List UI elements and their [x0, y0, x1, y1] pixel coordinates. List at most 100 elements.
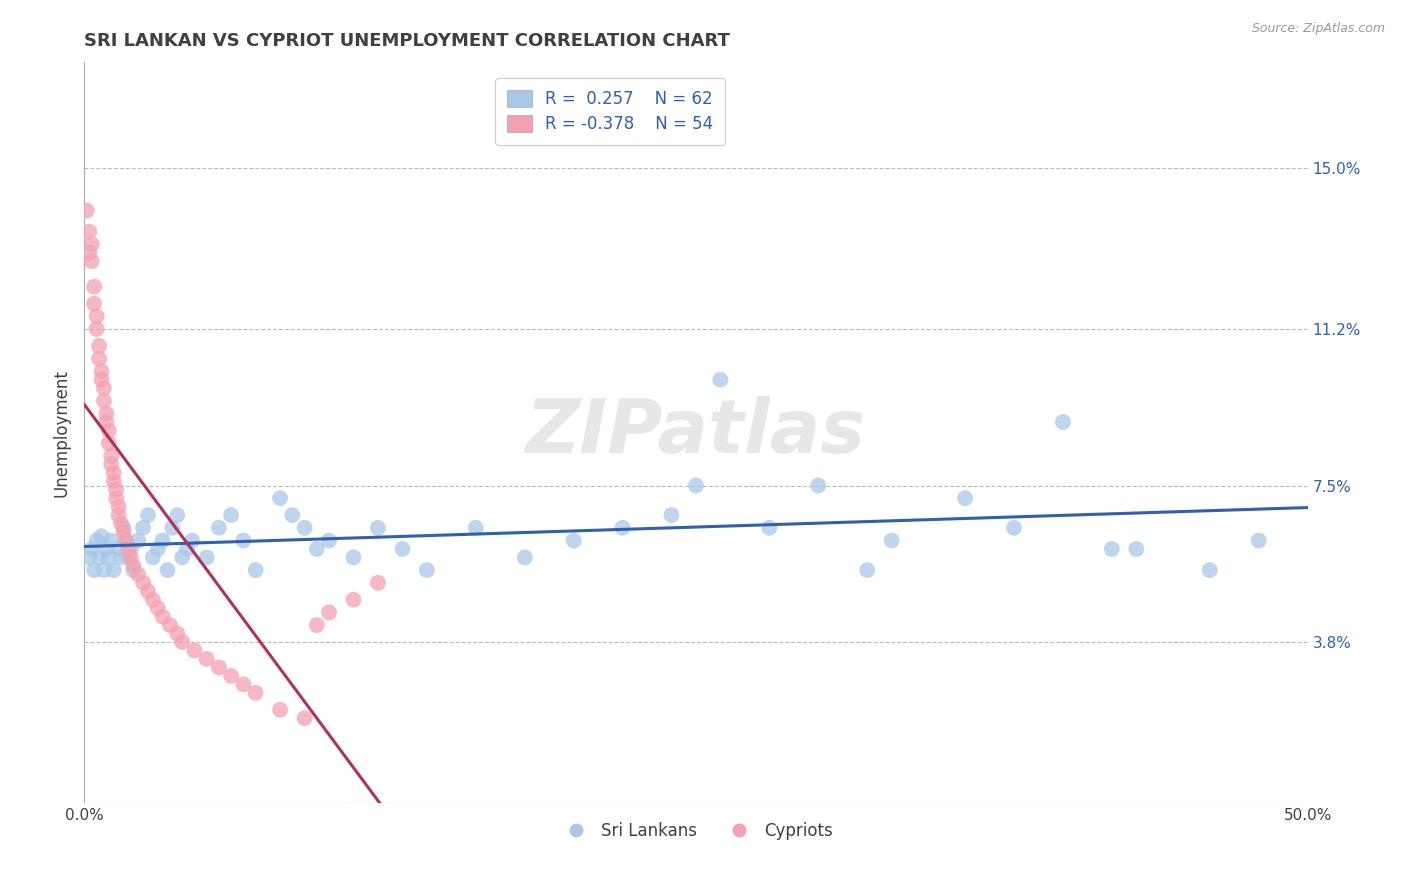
Point — [80, 541, 103, 556]
Point — [208, 521, 231, 535]
Point — [318, 533, 340, 548]
Text: SRI LANKAN VS CYPRIOT UNEMPLOYMENT CORRELATION CHART: SRI LANKAN VS CYPRIOT UNEMPLOYMENT CORRE… — [84, 32, 730, 50]
Point — [80, 254, 103, 268]
Point — [232, 533, 254, 548]
Point — [83, 563, 105, 577]
Point — [391, 541, 413, 556]
Point — [183, 643, 205, 657]
Point — [562, 533, 585, 548]
Point — [136, 508, 159, 522]
Text: ZIPatlas: ZIPatlas — [526, 396, 866, 469]
Point — [245, 563, 267, 577]
Point — [1247, 533, 1270, 548]
Point — [87, 339, 110, 353]
Point — [1101, 541, 1123, 556]
Point — [136, 584, 159, 599]
Point — [856, 563, 879, 577]
Point — [97, 550, 120, 565]
Point — [172, 635, 194, 649]
Legend: Sri Lankans, Cypriots: Sri Lankans, Cypriots — [553, 815, 839, 847]
Point — [195, 550, 218, 565]
Point — [117, 550, 139, 565]
Point — [122, 563, 145, 577]
Point — [195, 652, 218, 666]
Point — [100, 458, 122, 472]
Point — [1125, 541, 1147, 556]
Point — [87, 351, 110, 366]
Point — [105, 483, 128, 497]
Point — [166, 508, 188, 522]
Point — [110, 516, 132, 531]
Point — [100, 533, 122, 548]
Point — [83, 296, 105, 310]
Point — [1052, 415, 1074, 429]
Point — [612, 521, 634, 535]
Point — [77, 245, 100, 260]
Point — [245, 686, 267, 700]
Point — [96, 415, 118, 429]
Point — [90, 364, 112, 378]
Point — [152, 533, 174, 548]
Point — [90, 373, 112, 387]
Point — [661, 508, 683, 522]
Point — [367, 575, 389, 590]
Point — [269, 491, 291, 506]
Point — [115, 533, 138, 548]
Point — [76, 203, 98, 218]
Point — [142, 592, 165, 607]
Point — [112, 524, 135, 539]
Point — [146, 541, 169, 556]
Point — [97, 436, 120, 450]
Point — [464, 521, 486, 535]
Point — [120, 541, 142, 556]
Point — [127, 567, 149, 582]
Point — [77, 550, 100, 565]
Point — [269, 703, 291, 717]
Point — [166, 626, 188, 640]
Point — [294, 711, 316, 725]
Point — [152, 609, 174, 624]
Point — [219, 508, 242, 522]
Point — [122, 558, 145, 573]
Point — [305, 618, 328, 632]
Point — [93, 563, 115, 577]
Point — [342, 592, 364, 607]
Point — [367, 521, 389, 535]
Point — [86, 310, 108, 324]
Point — [305, 541, 328, 556]
Point — [176, 541, 198, 556]
Point — [342, 550, 364, 565]
Point — [132, 575, 155, 590]
Point — [685, 478, 707, 492]
Point — [77, 225, 100, 239]
Point — [120, 550, 142, 565]
Point — [146, 601, 169, 615]
Text: Source: ZipAtlas.com: Source: ZipAtlas.com — [1251, 22, 1385, 36]
Point — [93, 381, 115, 395]
Point — [86, 322, 108, 336]
Point — [807, 478, 830, 492]
Point — [86, 533, 108, 548]
Point — [880, 533, 903, 548]
Point — [105, 491, 128, 506]
Point — [709, 373, 731, 387]
Point — [97, 424, 120, 438]
Point — [1198, 563, 1220, 577]
Point — [208, 660, 231, 674]
Point — [1002, 521, 1025, 535]
Point — [127, 533, 149, 548]
Point — [107, 508, 129, 522]
Point — [281, 508, 304, 522]
Point — [107, 500, 129, 514]
Point — [93, 393, 115, 408]
Point — [96, 541, 118, 556]
Point — [513, 550, 536, 565]
Point — [232, 677, 254, 691]
Point — [96, 407, 118, 421]
Point — [112, 521, 135, 535]
Point — [159, 618, 181, 632]
Point — [103, 466, 125, 480]
Point — [90, 529, 112, 543]
Point — [758, 521, 780, 535]
Point — [103, 563, 125, 577]
